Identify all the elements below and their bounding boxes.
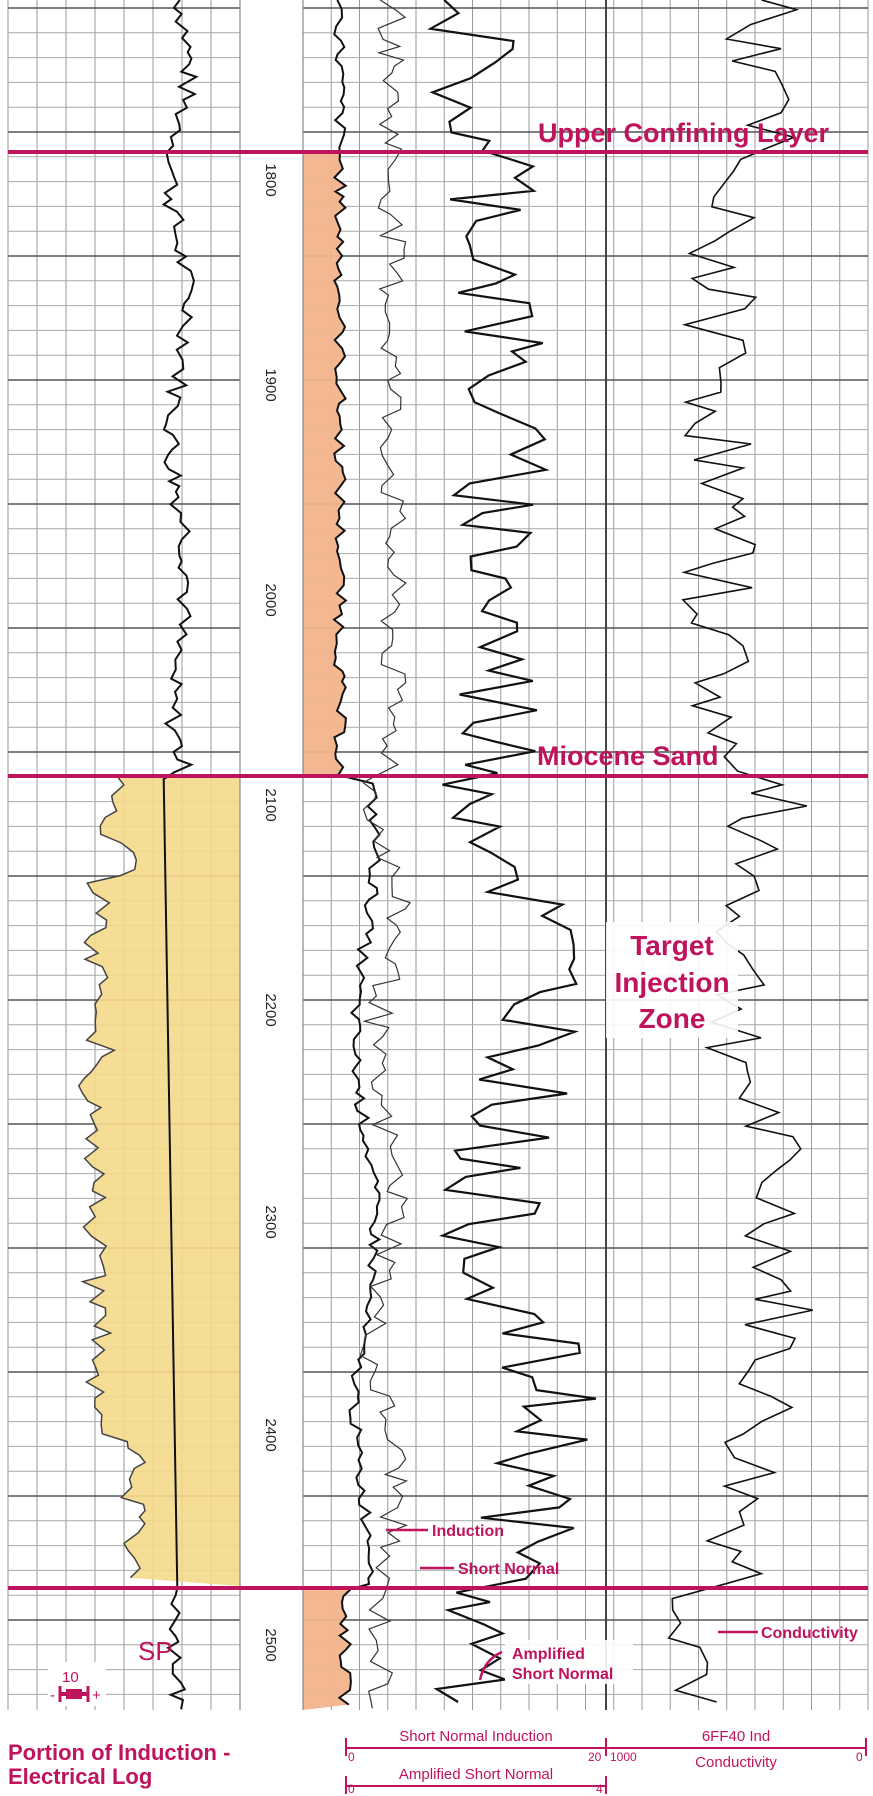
conductivity-callout: Conductivity: [761, 1625, 858, 1642]
conductive-shale-fill-lower: [303, 1588, 351, 1710]
sp-scale-bar: [58, 1686, 90, 1702]
short-normal-callout: Short Normal: [458, 1561, 559, 1578]
amplified-callout-2: Short Normal: [512, 1666, 613, 1683]
sp-scale-minus: -: [50, 1687, 55, 1704]
short-normal-curve: [359, 0, 412, 1709]
sp-sand-edge-curve: [77, 777, 147, 1579]
figure-title-line-2: Electrical Log: [8, 1764, 153, 1789]
depth-label: 2200: [262, 993, 279, 1026]
depth-label: 1800: [262, 163, 279, 196]
depth-track: [240, 0, 303, 1710]
upper-confining-label: Upper Confining Layer: [538, 118, 830, 148]
sp-scale-value: 10: [62, 1669, 79, 1686]
amplified-callout-1: Amplified: [512, 1646, 585, 1663]
sp-label: SP: [138, 1636, 173, 1666]
induction-callout: Induction: [432, 1523, 504, 1540]
depth-label: 2000: [262, 583, 279, 616]
resistivity-track-grid: [302, 0, 869, 1710]
figure-title-line-1: Portion of Induction -: [8, 1740, 231, 1765]
amplified-short-normal-scale-label: Amplified Short Normal: [398, 1766, 554, 1783]
figure-title: Portion of Induction - Electrical Log: [8, 1741, 230, 1789]
asn-scale-max: 4: [596, 1782, 603, 1796]
depth-label: 2400: [262, 1418, 279, 1451]
target-zone-label-1: Target: [630, 930, 714, 961]
asn-scale-min: 0: [348, 1782, 355, 1796]
conductivity-scale-label-bottom: Conductivity: [695, 1754, 777, 1771]
conductivity-scale-label-top: 6FF40 Ind: [701, 1728, 771, 1745]
sp-scale-plus: +: [92, 1687, 101, 1704]
sp-curve: [161, 0, 199, 1710]
scale-brackets: [345, 1738, 867, 1794]
induction-curve: [332, 0, 382, 1706]
depth-label: 1900: [262, 368, 279, 401]
miocene-sand-label: Miocene Sand: [537, 741, 719, 771]
short-normal-induction-scale-label: Short Normal Induction: [399, 1728, 553, 1745]
conductive-shale-fill-upper: [303, 152, 346, 776]
conductivity-curve: [667, 0, 813, 1703]
depth-label: 2100: [262, 788, 279, 821]
cond-scale-max: 0: [856, 1750, 863, 1764]
sni-scale-min: 0: [348, 1750, 355, 1764]
depth-labels: 1800 1900 2000 2100 2200 2300 2400 2500: [262, 163, 279, 1661]
depth-label: 2500: [262, 1628, 279, 1661]
sni-scale-max: 20: [588, 1750, 602, 1764]
target-zone-label-2: Injection: [614, 967, 729, 998]
depth-label: 2300: [262, 1205, 279, 1238]
cond-scale-min: 1000: [610, 1750, 637, 1764]
amplified-short-normal-curve: [427, 0, 597, 1703]
target-zone-label-3: Zone: [639, 1003, 706, 1034]
sp-sand-fill: [78, 778, 240, 1586]
